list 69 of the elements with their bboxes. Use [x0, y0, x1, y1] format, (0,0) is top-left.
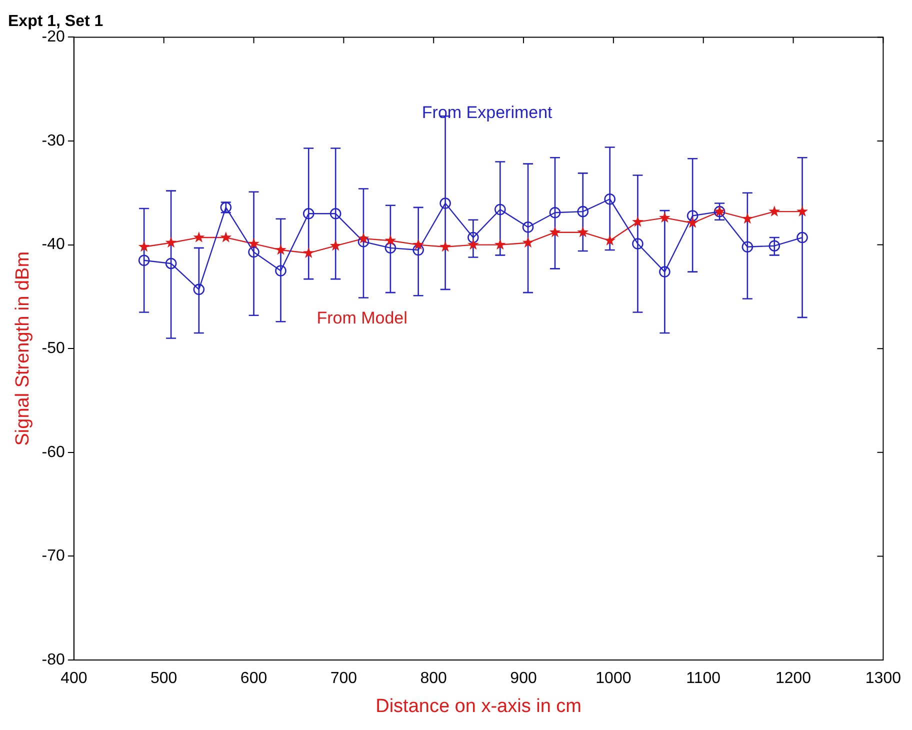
point — [522, 222, 534, 233]
point — [742, 241, 754, 253]
y-tick-label: -60 — [42, 444, 66, 461]
point — [632, 238, 644, 250]
x-tick-label: 500 — [150, 670, 178, 688]
point — [549, 206, 561, 218]
point — [248, 246, 260, 258]
point — [302, 208, 314, 220]
point — [494, 204, 506, 216]
point — [248, 238, 260, 249]
point — [302, 247, 314, 258]
y-tick-label: -40 — [42, 236, 66, 254]
point — [193, 284, 205, 296]
point — [384, 242, 396, 254]
x-tick-label: 900 — [510, 670, 537, 688]
point — [686, 210, 698, 222]
x-tick-label: 1200 — [775, 670, 812, 688]
point — [275, 244, 286, 255]
point — [165, 236, 177, 248]
point — [796, 206, 808, 216]
point — [658, 212, 670, 223]
point — [632, 216, 644, 227]
point — [659, 266, 670, 278]
point — [412, 244, 424, 256]
point — [604, 193, 616, 205]
point — [686, 217, 698, 228]
x-tick-label: 800 — [420, 670, 448, 688]
point — [358, 232, 370, 244]
point — [440, 240, 451, 252]
point — [577, 226, 589, 238]
point — [604, 234, 616, 246]
point — [440, 198, 451, 209]
point — [138, 254, 150, 266]
point — [522, 236, 534, 248]
text: From Experiment — [422, 103, 553, 122]
point — [358, 236, 370, 248]
text: From Model — [316, 308, 408, 328]
point — [494, 238, 506, 250]
point — [467, 238, 479, 250]
point — [549, 226, 561, 238]
y-tick-label: -20 — [42, 28, 66, 46]
y-tick-label: -30 — [42, 132, 66, 150]
x-tick-label: 1300 — [865, 670, 902, 688]
point — [220, 232, 232, 242]
chart-title: Expt 1, Set 1 — [8, 13, 104, 30]
point — [330, 240, 342, 251]
x-tick-label: 700 — [330, 670, 358, 688]
x-tick-label: 1000 — [596, 670, 632, 688]
x-axis-title: Distance on x-axis in cm — [376, 696, 582, 717]
point — [468, 232, 479, 244]
y-tick-label: -80 — [42, 651, 66, 668]
point — [165, 258, 177, 270]
x-tick-label: 600 — [240, 670, 268, 688]
point — [742, 212, 754, 224]
x-tick-label: 1100 — [686, 670, 721, 688]
y-tick-label: -70 — [42, 548, 66, 565]
point — [384, 234, 396, 246]
point — [768, 240, 780, 252]
point — [577, 206, 589, 218]
x-tick-label: 400 — [60, 670, 88, 688]
point — [275, 265, 286, 276]
point — [138, 240, 150, 252]
point — [768, 206, 780, 216]
y-tick-label: -50 — [42, 340, 66, 358]
point — [193, 232, 205, 242]
point — [330, 208, 342, 220]
point — [796, 232, 808, 244]
point — [412, 238, 424, 250]
y-axis-title: Signal Strength in dBm — [12, 251, 34, 446]
